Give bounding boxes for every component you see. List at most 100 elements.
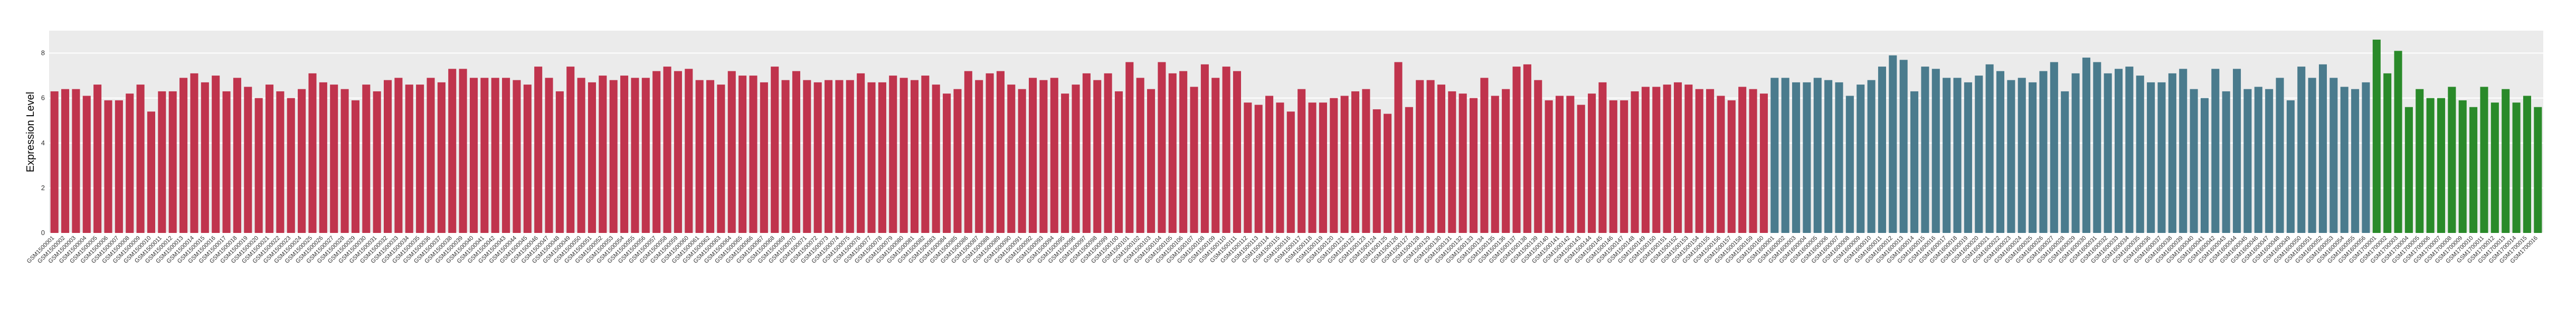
bar — [1577, 105, 1585, 233]
bar — [1491, 96, 1499, 233]
bar — [2448, 87, 2456, 233]
bar — [1308, 102, 1317, 233]
bar — [663, 67, 671, 233]
y-tick-label: 6 — [41, 94, 45, 102]
bar — [158, 91, 166, 233]
bar — [899, 78, 908, 233]
bar — [1738, 87, 1747, 233]
bar — [555, 91, 564, 233]
bar — [2276, 78, 2284, 233]
bar — [2147, 82, 2155, 233]
bar — [1437, 85, 1445, 233]
bar — [1372, 109, 1381, 233]
bar — [2007, 80, 2015, 233]
bar — [523, 85, 532, 233]
bar — [620, 76, 629, 233]
bar — [1211, 78, 1220, 233]
bar — [599, 76, 607, 233]
bar — [1588, 93, 1596, 233]
bar — [2372, 40, 2381, 233]
bar — [1028, 78, 1037, 233]
bar — [1975, 76, 1983, 233]
bar — [1652, 87, 1661, 233]
bar — [1899, 60, 1908, 233]
bar — [437, 82, 446, 233]
bar — [652, 71, 661, 233]
bar — [61, 89, 70, 233]
bar — [72, 89, 80, 233]
bar — [1050, 78, 1058, 233]
bar — [1286, 111, 1295, 233]
bar — [2211, 69, 2220, 233]
bar — [212, 76, 220, 233]
bar — [2512, 102, 2521, 233]
bar — [577, 78, 585, 233]
bar — [2157, 82, 2166, 233]
y-axis-label: Expression Level — [25, 92, 36, 172]
bar — [1867, 80, 1876, 233]
bar — [2286, 100, 2295, 233]
bar — [2437, 98, 2446, 233]
bar — [1641, 87, 1650, 233]
bar — [480, 78, 489, 233]
bar — [2179, 69, 2187, 233]
bar — [1330, 98, 1338, 233]
bar — [1158, 62, 1166, 233]
bar — [1179, 71, 1188, 233]
bar — [93, 85, 102, 233]
bar — [1727, 100, 1736, 233]
bar — [2114, 69, 2123, 233]
bar — [115, 100, 123, 233]
bar — [1545, 100, 1553, 233]
bar — [781, 80, 790, 233]
bar — [491, 78, 499, 233]
bar — [545, 78, 553, 233]
bar — [1943, 78, 1951, 233]
bar — [2029, 82, 2037, 233]
bar — [276, 91, 285, 233]
bar — [82, 96, 91, 233]
bar — [1502, 89, 1510, 233]
bar — [2082, 58, 2090, 233]
bar — [1276, 102, 1284, 233]
bar — [244, 87, 252, 233]
bar — [609, 80, 618, 233]
bar — [2243, 89, 2252, 233]
bar — [1340, 96, 1349, 233]
bar — [2093, 62, 2101, 233]
bar — [1093, 80, 1102, 233]
bar — [1082, 73, 1091, 233]
bar — [1555, 96, 1564, 233]
bar — [889, 76, 897, 233]
bar — [1298, 89, 1306, 233]
bar — [1673, 82, 1682, 233]
bar — [1803, 82, 1811, 233]
bar — [1512, 67, 1521, 233]
bar — [126, 93, 134, 233]
y-tick-label: 8 — [41, 49, 45, 57]
bar — [2071, 73, 2080, 233]
bar — [1007, 85, 1016, 233]
bar — [835, 80, 844, 233]
bar — [502, 78, 510, 233]
bar — [975, 80, 983, 233]
bar — [1835, 82, 1843, 233]
bar — [1931, 69, 1940, 233]
bar — [1824, 80, 1833, 233]
bar — [1684, 85, 1693, 233]
bar — [2168, 73, 2176, 233]
bar — [362, 85, 371, 233]
bar — [1813, 78, 1822, 233]
bar — [921, 76, 930, 233]
bar — [1222, 67, 1230, 233]
bar — [1566, 96, 1575, 233]
bar — [1770, 78, 1779, 233]
bar — [2297, 67, 2306, 233]
bar — [566, 67, 575, 233]
bar — [1147, 89, 1156, 233]
bar — [953, 89, 962, 233]
bar — [1114, 91, 1123, 233]
bar — [50, 91, 59, 233]
bar — [2480, 87, 2488, 233]
bar — [340, 89, 349, 233]
